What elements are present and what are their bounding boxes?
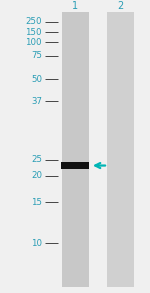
Text: 50: 50 — [31, 75, 42, 84]
Text: 25: 25 — [31, 155, 42, 164]
Text: 150: 150 — [26, 28, 42, 37]
Text: 100: 100 — [26, 38, 42, 47]
Text: 20: 20 — [31, 171, 42, 180]
Text: 10: 10 — [31, 239, 42, 248]
Text: 2: 2 — [117, 1, 123, 11]
Text: 75: 75 — [31, 51, 42, 60]
Bar — [61, 162, 88, 169]
Text: 37: 37 — [31, 97, 42, 105]
Bar — [106, 12, 134, 287]
Text: 15: 15 — [31, 198, 42, 207]
Bar — [61, 12, 88, 287]
Text: 1: 1 — [72, 1, 78, 11]
Text: 250: 250 — [26, 18, 42, 26]
